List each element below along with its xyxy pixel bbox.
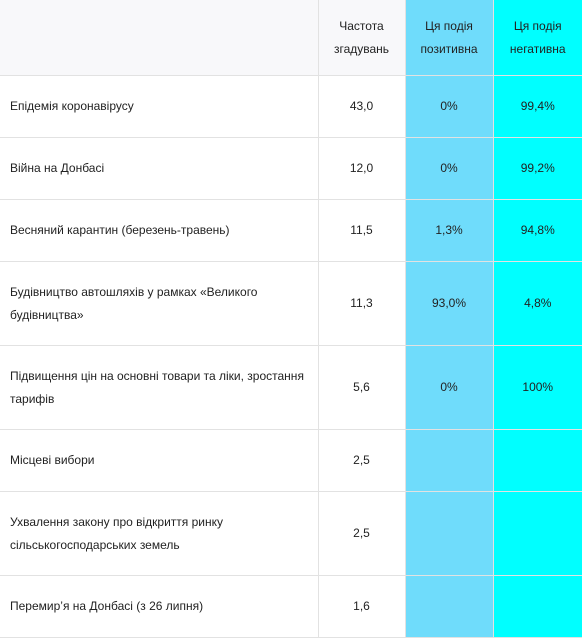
frequency-cell: 11,3 xyxy=(317,261,406,346)
frequency-cell: 2,5 xyxy=(317,429,406,492)
frequency-cell: 1,6 xyxy=(317,575,406,638)
table-row: Епідемія коронавірусу 43,0 0% 99,4% xyxy=(0,75,582,138)
table-row: Підвищення цін на основні товари та ліки… xyxy=(0,345,582,430)
positive-cell xyxy=(404,575,494,638)
negative-cell xyxy=(492,575,582,638)
negative-cell: 94,8% xyxy=(492,199,582,262)
header-negative: Ця подія негативна xyxy=(492,0,582,76)
header-event xyxy=(0,0,319,76)
table-row: Перемир’я на Донбасі (з 26 липня) 1,6 xyxy=(0,575,582,638)
negative-cell: 4,8% xyxy=(492,261,582,346)
frequency-cell: 2,5 xyxy=(317,491,406,576)
event-cell: Весняний карантин (березень-травень) xyxy=(0,199,319,262)
table-row: Місцеві вибори 2,5 xyxy=(0,429,582,492)
negative-cell: 99,2% xyxy=(492,137,582,200)
event-cell: Ухвалення закону про відкриття ринку сіл… xyxy=(0,491,319,576)
positive-cell: 0% xyxy=(404,137,494,200)
positive-cell: 0% xyxy=(404,345,494,430)
frequency-cell: 12,0 xyxy=(317,137,406,200)
negative-cell xyxy=(492,429,582,492)
positive-cell xyxy=(404,429,494,492)
event-cell: Епідемія коронавірусу xyxy=(0,75,319,138)
table-row: Війна на Донбасі 12,0 0% 99,2% xyxy=(0,137,582,200)
table-header-row: Частота згадувань Ця подія позитивна Ця … xyxy=(0,0,582,76)
frequency-cell: 43,0 xyxy=(317,75,406,138)
positive-cell xyxy=(404,491,494,576)
frequency-cell: 11,5 xyxy=(317,199,406,262)
event-cell: Перемир’я на Донбасі (з 26 липня) xyxy=(0,575,319,638)
positive-cell: 0% xyxy=(404,75,494,138)
header-positive: Ця подія позитивна xyxy=(404,0,494,76)
positive-cell: 1,3% xyxy=(404,199,494,262)
event-cell: Будівництво автошляхів у рамках «Великог… xyxy=(0,261,319,346)
negative-cell xyxy=(492,491,582,576)
table-row: Ухвалення закону про відкриття ринку сіл… xyxy=(0,491,582,576)
event-cell: Підвищення цін на основні товари та ліки… xyxy=(0,345,319,430)
event-cell: Війна на Донбасі xyxy=(0,137,319,200)
positive-cell: 93,0% xyxy=(404,261,494,346)
negative-cell: 99,4% xyxy=(492,75,582,138)
frequency-cell: 5,6 xyxy=(317,345,406,430)
header-frequency: Частота згадувань xyxy=(317,0,406,76)
negative-cell: 100% xyxy=(492,345,582,430)
event-cell: Місцеві вибори xyxy=(0,429,319,492)
table-row: Будівництво автошляхів у рамках «Великог… xyxy=(0,261,582,346)
table-row: Весняний карантин (березень-травень) 11,… xyxy=(0,199,582,262)
